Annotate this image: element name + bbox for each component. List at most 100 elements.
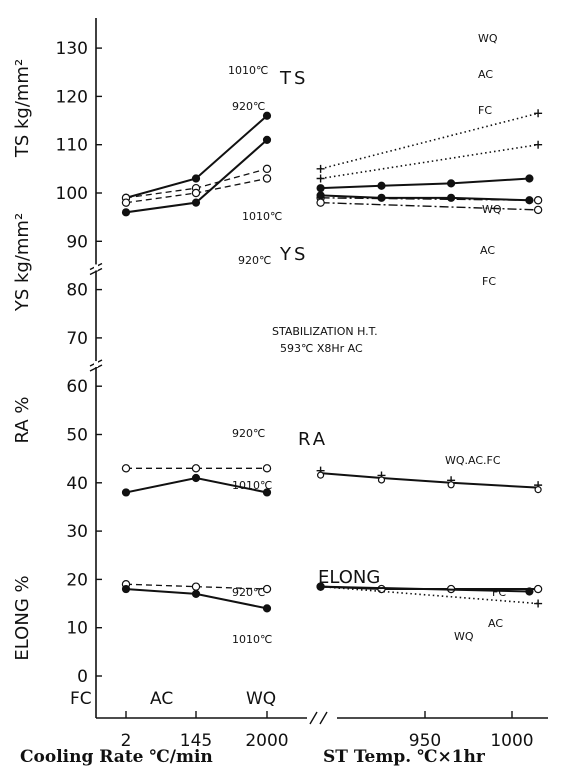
category-label-fc: FC	[70, 689, 92, 709]
point-elong-right-ac-1	[525, 587, 534, 596]
series-label-ra-left-1010: 1010℃	[232, 479, 272, 492]
series-label-ys-left-920: 920℃	[238, 254, 271, 267]
y-tick-label-80: 80	[66, 281, 88, 301]
series-label-elong-right-wq: WQ	[454, 630, 474, 643]
y-axis-label-elong: ELONG %	[12, 575, 33, 660]
point-ys-right-wq-1	[534, 140, 543, 149]
point-elong-left-1010-2	[262, 604, 272, 613]
y-tick-label-90: 90	[66, 232, 88, 252]
y-axis-break-gap-1	[94, 264, 98, 271]
y-axis-label-ys: YS kg/mm²	[12, 213, 33, 312]
series-label-ts-left-1010: 1010℃	[228, 64, 268, 77]
series-label-ys-right-ac: AC	[480, 244, 495, 257]
point-elong-right-wq-0	[316, 582, 325, 591]
point-ra-left-920-1	[191, 464, 201, 473]
series-line-ts-right-ac	[320, 177, 530, 190]
point-ys-right-ac-2	[447, 193, 456, 202]
series-layer	[121, 109, 543, 613]
series-label-ts-right-wq: WQ	[478, 32, 498, 45]
x-axis-label-cooling-rate: Cooling Rate ℃/min	[20, 747, 213, 766]
y-axis-break-gap-2	[94, 361, 98, 368]
point-ys-right-wq-0	[316, 174, 325, 183]
point-ys-left-1010-0	[121, 208, 131, 217]
x-tick-label-1000: 1000	[490, 731, 533, 751]
point-ys-left-920-1	[191, 188, 201, 198]
point-ys-right-ac-0	[316, 191, 325, 200]
y-tick-label-10: 10	[66, 619, 88, 639]
point-ra-left-1010-2	[262, 488, 272, 497]
y-tick-label-60: 60	[66, 377, 88, 397]
y-tick-label-50: 50	[66, 426, 88, 446]
x-axis-label-st-temp: ST Temp. ℃×1hr	[323, 747, 486, 766]
point-elong-right-fc-3	[533, 584, 543, 594]
y-tick-label-30: 30	[66, 522, 88, 542]
y-tick-label-70: 70	[66, 329, 88, 349]
point-ys-right-fc-0	[316, 198, 325, 207]
x-tick-label-2: 2	[121, 731, 132, 751]
panel-label-ts: TS	[279, 68, 308, 89]
point-ts-left-1010-2	[262, 111, 272, 120]
point-ra-right-wq-ac-fc-1-open	[377, 476, 386, 484]
series-line-ra-right-wq-ac-fc	[320, 472, 539, 489]
point-ra-right-wq-ac-fc-2-open	[447, 481, 455, 489]
point-ts-right-wq-1	[534, 109, 543, 118]
series-line-elong-right-wq	[320, 585, 539, 605]
x-axis-break-gap	[307, 713, 337, 723]
y-axis-label-ra: RA %	[12, 397, 33, 444]
y-axis-label-ts: TS kg/mm²	[12, 59, 33, 158]
point-ts-left-1010-1	[191, 174, 201, 183]
y-tick-label-0: 0	[77, 667, 88, 687]
series-line-ys-right-wq	[320, 143, 539, 180]
annotation-line-1: STABILIZATION H.T.	[272, 325, 378, 338]
y-tick-label-130: 130	[56, 39, 88, 59]
series-label-elong-right-ac: AC	[488, 617, 503, 630]
series-label-ts-right-fc: FC	[478, 104, 492, 117]
series-label-ra-left-920: 920℃	[232, 427, 265, 440]
series-line-ts-right-wq	[320, 112, 539, 170]
category-label-ac: AC	[150, 689, 173, 709]
point-elong-left-920-1	[191, 582, 201, 591]
y-tick-label-120: 120	[56, 87, 88, 107]
series-label-ts-right-ac: AC	[478, 68, 493, 81]
series-label-ts-left-920: 920℃	[232, 100, 265, 113]
series-line-elong-right-ac	[320, 585, 530, 593]
x-axis-break	[309, 711, 328, 725]
point-ys-right-ac-1	[377, 193, 386, 202]
point-elong-left-920-2	[262, 584, 272, 594]
series-label-elong-left-1010: 1010℃	[232, 633, 272, 646]
point-ts-right-ac-0	[316, 184, 325, 193]
series-line-ys-right-ac	[320, 194, 530, 202]
axes-layer	[89, 18, 548, 725]
point-ys-right-ac-3	[525, 196, 534, 205]
category-label-wq: WQ	[246, 689, 276, 709]
series-label-ys-left-1010: 1010℃	[242, 210, 282, 223]
series-label-elong-left-920: 920℃	[232, 586, 265, 599]
panel-label-elong: ELONG	[318, 567, 380, 588]
point-ys-left-920-0	[121, 198, 131, 207]
point-ys-left-920-2	[262, 174, 272, 183]
point-elong-left-1010-1	[191, 589, 201, 598]
series-line-ys-right-fc	[320, 201, 539, 211]
point-ts-right-ac-3	[525, 174, 534, 183]
point-ts-right-fc-1	[533, 196, 543, 205]
series-label-ra-right-wq-ac-fc: WQ.AC.FC	[445, 454, 501, 467]
point-ys-right-fc-1	[533, 205, 543, 215]
point-ra-right-wq-ac-fc-0-open	[317, 471, 325, 479]
point-ts-right-wq-0	[316, 164, 325, 173]
y-tick-label-40: 40	[66, 474, 88, 494]
point-ts-right-ac-1	[377, 181, 386, 190]
point-ra-left-1010-0	[121, 488, 131, 497]
y-tick-label-20: 20	[66, 570, 88, 590]
point-ts-right-ac-2	[447, 179, 456, 188]
point-ts-left-920-2	[262, 164, 272, 174]
point-ys-left-1010-2	[262, 135, 272, 144]
series-label-ys-right-fc: FC	[482, 275, 496, 288]
panel-label-ra: RA	[298, 429, 328, 450]
x-tick-label-2000: 2000	[245, 731, 288, 751]
series-label-ys-right-wq: WQ	[482, 203, 502, 216]
series-label-elong-right-fc: FC	[492, 586, 506, 599]
y-tick-label-110: 110	[56, 136, 88, 156]
panel-label-ys: YS	[279, 244, 308, 265]
point-ra-right-wq-ac-fc-3-open	[534, 486, 542, 494]
